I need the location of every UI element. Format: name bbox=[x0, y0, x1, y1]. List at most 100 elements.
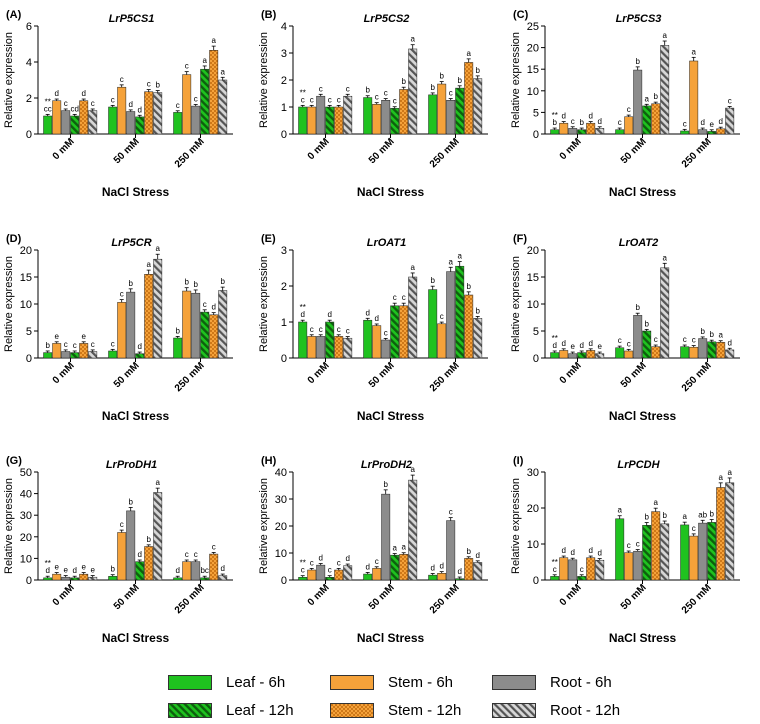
bar bbox=[455, 265, 465, 359]
significance-label: b bbox=[579, 118, 584, 127]
bar bbox=[660, 267, 670, 359]
bar bbox=[651, 346, 661, 359]
bar bbox=[660, 523, 670, 581]
significance-label: ** bbox=[300, 559, 306, 568]
chart-title: LrP5CS3 bbox=[616, 13, 662, 25]
significance-label: d bbox=[128, 100, 132, 109]
x-tick-label: 0 mM bbox=[306, 360, 332, 386]
chart-panel-g: (G) LrProDH1 0 10 20 30 40 50 Relative expressio… bbox=[3, 455, 233, 645]
bar bbox=[363, 97, 373, 135]
bar bbox=[117, 532, 127, 581]
significance-label: d bbox=[300, 310, 304, 319]
significance-label: d bbox=[588, 112, 592, 121]
x-tick-label: 250 mM bbox=[428, 136, 462, 170]
bar bbox=[135, 353, 145, 359]
bar bbox=[200, 311, 210, 359]
bar bbox=[316, 564, 326, 581]
significance-label: a bbox=[410, 35, 415, 44]
bar bbox=[372, 568, 382, 581]
significance-label: d bbox=[137, 550, 141, 559]
significance-label: a bbox=[392, 544, 397, 553]
x-tick-label: 250 mM bbox=[680, 582, 714, 616]
significance-label: a bbox=[410, 263, 415, 272]
panel-letter: (A) bbox=[6, 9, 22, 21]
bar bbox=[343, 95, 353, 135]
bar bbox=[633, 550, 643, 581]
legend-item-stem-12h: Stem - 12h bbox=[330, 702, 461, 719]
significance-label: a bbox=[653, 498, 658, 507]
significance-label: a bbox=[617, 506, 622, 515]
x-tick-label: 0 mM bbox=[306, 582, 332, 608]
bar bbox=[153, 92, 163, 135]
significance-label: b bbox=[475, 306, 480, 315]
x-tick-label: 250 mM bbox=[428, 582, 462, 616]
bar bbox=[298, 577, 308, 581]
bar bbox=[343, 565, 353, 581]
y-axis-label: Relative expression bbox=[510, 256, 522, 352]
significance-label: c bbox=[618, 336, 622, 345]
significance-label: a bbox=[448, 257, 453, 266]
significance-label: a bbox=[155, 244, 160, 253]
significance-label: b bbox=[700, 327, 705, 336]
y-tick-label: 40 bbox=[275, 467, 287, 479]
significance-label: c bbox=[328, 95, 332, 104]
significance-label: b bbox=[475, 66, 480, 75]
significance-label: d bbox=[588, 546, 592, 555]
significance-label: b bbox=[128, 279, 133, 288]
bar bbox=[343, 337, 353, 359]
significance-label: c bbox=[310, 95, 314, 104]
bar bbox=[615, 129, 625, 135]
significance-label: c bbox=[346, 327, 350, 336]
significance-label: e bbox=[709, 120, 714, 129]
bar bbox=[316, 336, 326, 359]
x-tick-label: 0 mM bbox=[306, 136, 332, 162]
significance-label: d bbox=[54, 89, 58, 98]
significance-label: c bbox=[384, 89, 388, 98]
significance-label: c bbox=[636, 540, 640, 549]
chart-title: LrProDH2 bbox=[361, 459, 412, 471]
y-tick-label: 20 bbox=[20, 532, 32, 544]
bar bbox=[381, 493, 391, 581]
x-tick-label: 250 mM bbox=[173, 582, 207, 616]
x-axis-label: NaCl Stress bbox=[102, 185, 170, 199]
significance-label: b bbox=[146, 535, 151, 544]
bar bbox=[680, 346, 690, 359]
bar bbox=[633, 315, 643, 359]
significance-label: ** bbox=[552, 558, 558, 567]
significance-label: c bbox=[176, 101, 180, 110]
bar bbox=[559, 122, 569, 135]
y-axis-label: Relative expression bbox=[510, 32, 522, 128]
legend-label: Root - 6h bbox=[550, 674, 612, 691]
bar bbox=[399, 89, 409, 135]
legend-swatch-root-12h bbox=[492, 703, 536, 718]
legend-swatch-stem-12h bbox=[330, 703, 374, 718]
bar bbox=[725, 107, 735, 135]
y-tick-label: 20 bbox=[275, 521, 287, 533]
significance-label: ** bbox=[300, 303, 306, 312]
significance-label: ** bbox=[552, 111, 558, 120]
bar bbox=[595, 353, 605, 359]
y-tick-label: 2 bbox=[281, 281, 287, 293]
bar bbox=[218, 79, 228, 135]
bar bbox=[88, 110, 98, 135]
bar bbox=[689, 60, 699, 135]
significance-label: c bbox=[301, 95, 305, 104]
y-tick-label: 30 bbox=[275, 494, 287, 506]
significance-label: a bbox=[662, 31, 667, 40]
bar bbox=[52, 343, 62, 359]
bar bbox=[316, 95, 326, 135]
significance-label: b bbox=[175, 326, 180, 335]
x-tick-label: 50 mM bbox=[367, 582, 397, 612]
y-axis-label: Relative expression bbox=[3, 32, 15, 128]
x-tick-label: 50 mM bbox=[619, 360, 649, 390]
bar bbox=[437, 323, 447, 359]
bar bbox=[307, 569, 317, 581]
y-tick-label: 0 bbox=[26, 353, 32, 365]
chart-panel-h: (H) LrProDH2 0 10 20 30 40 Relative expression c… bbox=[258, 455, 488, 645]
significance-label: bc bbox=[200, 566, 208, 575]
bar bbox=[399, 305, 409, 359]
bar bbox=[182, 74, 192, 135]
